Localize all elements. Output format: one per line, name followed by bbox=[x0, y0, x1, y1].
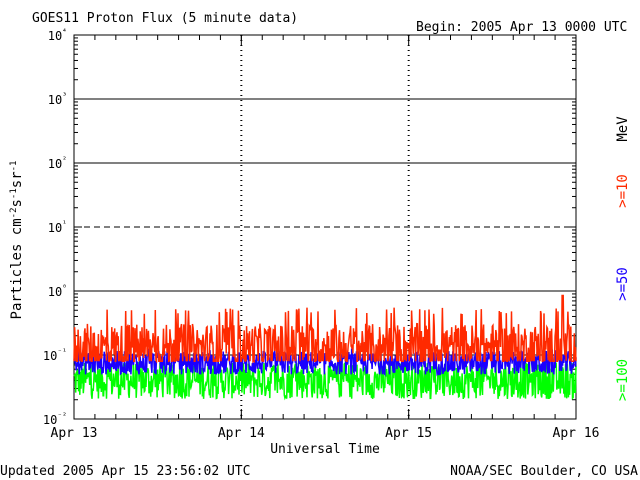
y-tick-label: 10² bbox=[48, 155, 67, 171]
chart-title: GOES11 Proton Flux (5 minute data) bbox=[32, 11, 298, 26]
y-tick-label: 10¹ bbox=[48, 219, 67, 235]
series-line-10 bbox=[73, 294, 577, 364]
x-tick-label: Apr 13 bbox=[51, 426, 98, 441]
legend-series-label: >=10 bbox=[615, 174, 631, 208]
y-tick-label: 10⁰ bbox=[48, 283, 67, 299]
series-line-50 bbox=[73, 348, 577, 377]
legend-unit-label: MeV bbox=[615, 116, 631, 142]
y-tick-label: 10³ bbox=[48, 91, 67, 107]
begin-time: Begin: 2005 Apr 13 0000 UTC bbox=[416, 20, 627, 35]
source-text: NOAA/SEC Boulder, CO USA bbox=[450, 464, 638, 479]
legend: MeV >=10 >=50 >=100 bbox=[615, 116, 631, 401]
x-tick-label: Apr 15 bbox=[385, 426, 432, 441]
x-axis-label: Universal Time bbox=[270, 442, 380, 457]
y-tick-label: 10⁴ bbox=[48, 27, 67, 43]
y-axis-label: Particles cm-2s-1sr-1 bbox=[9, 161, 25, 320]
legend-series-label: >=100 bbox=[615, 359, 631, 401]
y-tick-label: 10⁻¹ bbox=[43, 347, 67, 363]
plot-area: 10⁻² 10⁻¹ 10⁰ 10¹ 10² 10³ 10⁴ Apr 13 Apr 14 Apr 1… bbox=[43, 27, 600, 441]
legend-series-label: >=50 bbox=[615, 267, 631, 301]
y-tick-label: 10⁻² bbox=[43, 411, 67, 427]
x-tick-label: Apr 14 bbox=[218, 426, 265, 441]
updated-text: Updated 2005 Apr 15 23:56:02 UTC bbox=[0, 464, 250, 479]
x-tick-label: Apr 16 bbox=[553, 426, 600, 441]
